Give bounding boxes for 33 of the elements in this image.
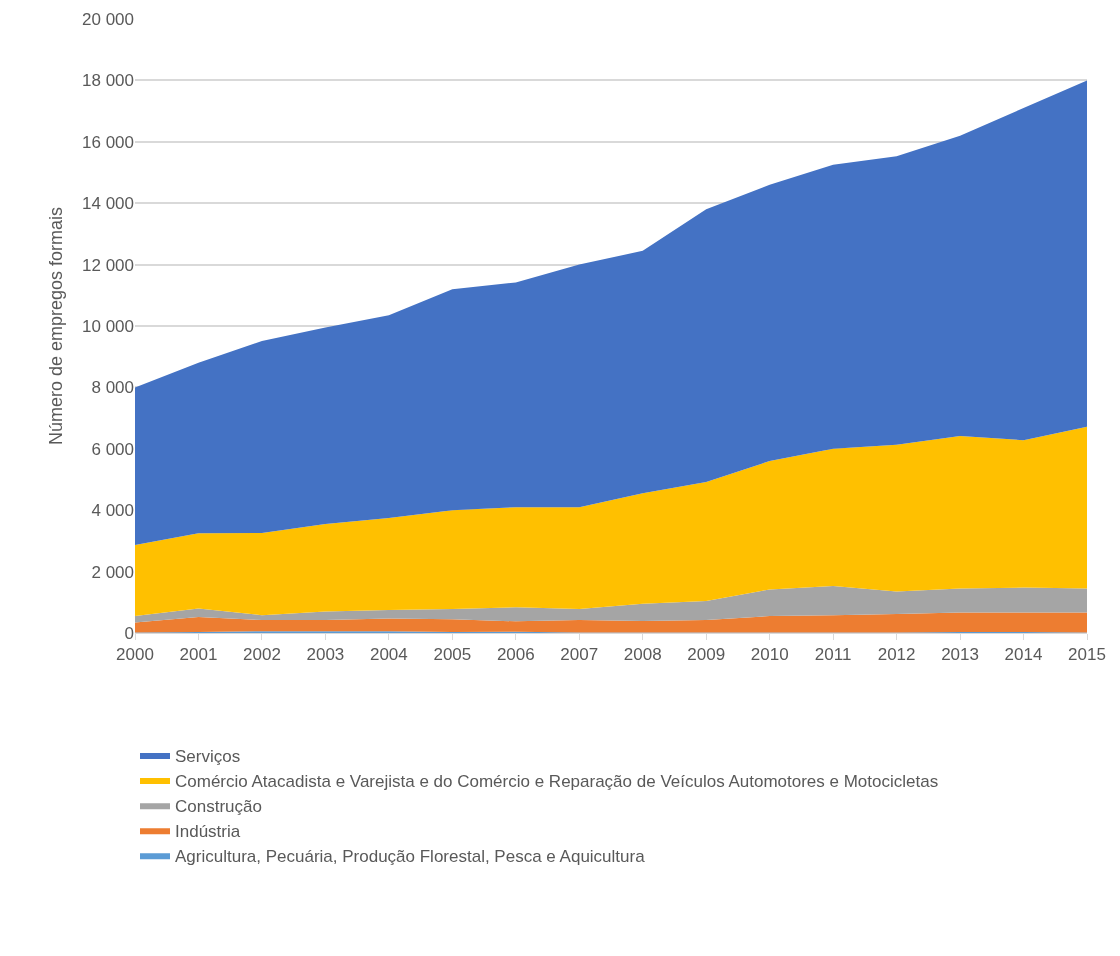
y-axis-title: Número de empregos formais: [46, 206, 67, 446]
legend-label: Serviços: [175, 746, 241, 766]
y-tick-label: 10 000: [82, 316, 134, 336]
legend-label: Construção: [175, 796, 262, 816]
x-tick-label: 2007: [560, 645, 599, 665]
y-tick-label: 2 000: [91, 562, 134, 582]
legend-label: Agricultura, Pecuária, Produção Florestal, Pesca e Aquicultura: [175, 846, 646, 866]
y-tick-label: 4 000: [91, 501, 134, 521]
x-tick-label: 2013: [941, 645, 979, 665]
y-tick-label: 18 000: [82, 71, 134, 91]
x-tick-label: 2001: [179, 645, 218, 665]
x-tick-label: 2015: [1068, 645, 1106, 665]
legend-label: Indústria: [175, 821, 241, 841]
x-tick-label: 2000: [116, 645, 154, 665]
x-tick-label: 2010: [750, 645, 789, 665]
legend-label: Comércio Atacadista e Varejista e do Comércio e Reparação de Veículos Automotores e Motocicletas: [175, 771, 939, 791]
y-tick-label: 6 000: [91, 439, 134, 459]
y-tick-label: 0: [124, 623, 134, 643]
y-tick-label: 14 000: [82, 194, 134, 214]
x-tick-label: 2005: [433, 645, 472, 665]
x-tick-label: 2009: [687, 645, 726, 665]
y-tick-label: 16 000: [82, 132, 134, 152]
x-tick-label: 2011: [814, 645, 852, 665]
x-tick-label: 2004: [369, 645, 408, 665]
y-tick-label: 20 000: [82, 9, 134, 29]
x-tick-label: 2003: [306, 645, 345, 665]
x-tick-label: 2002: [243, 645, 281, 665]
x-tick-label: 2014: [1004, 645, 1043, 665]
y-tick-label: 12 000: [82, 255, 134, 275]
x-tick-label: 2008: [623, 645, 662, 665]
x-tick-label: 2012: [877, 645, 916, 665]
x-tick-label: 2006: [496, 645, 535, 665]
y-tick-label: 8 000: [91, 378, 134, 398]
